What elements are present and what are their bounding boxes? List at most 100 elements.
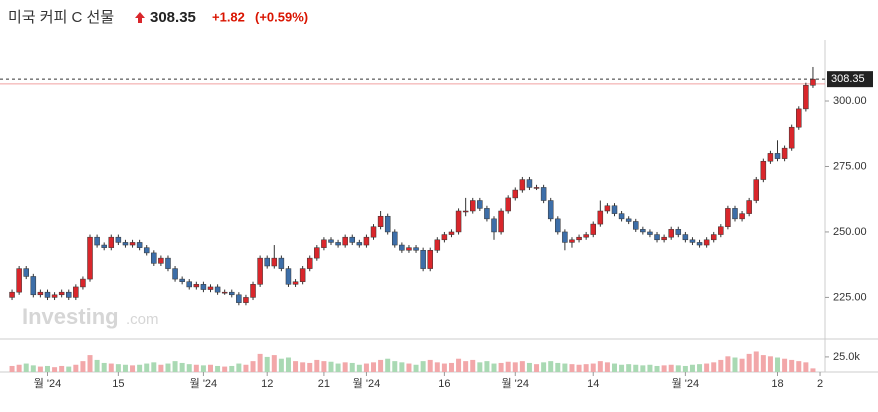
volume-bar [186,364,192,372]
volume-bar [200,365,206,372]
candle-body [66,291,72,298]
candle-body [172,268,178,280]
candle-body [221,291,228,294]
volume-bar [158,364,164,372]
volume-bar [470,359,476,372]
candle-body [597,210,604,225]
candle-body [129,242,136,246]
candle-body [696,242,703,246]
candle-body [51,294,58,298]
candle-body [399,244,405,251]
volume-bar [300,362,306,372]
candle-body [16,268,22,293]
candle-body [668,229,674,238]
volume-bar [293,361,299,372]
volume-bar [413,364,419,372]
volume-bar [534,364,540,372]
candle-body [661,236,667,241]
volume-bar [172,361,178,372]
volume-bar [179,362,185,372]
volume-bar [349,362,355,372]
volume-bar [30,365,36,372]
volume-bar [243,364,249,372]
candle-body [448,231,455,235]
volume-bar [767,356,773,372]
candle-body [725,208,731,227]
candle-body [151,252,157,264]
volume-bar [278,358,284,372]
up-arrow [135,12,145,23]
candle-body [569,239,575,243]
volume-bar [675,365,681,372]
volume-bar [420,361,426,372]
candle-body [363,236,370,246]
change-percent: (+0.59%) [255,9,308,24]
candle-body [519,179,526,191]
volume-bar [307,362,313,372]
volume-bar [718,359,724,372]
candle-body [576,236,582,241]
candle-body [491,218,497,233]
volume-bar [23,363,29,372]
volume-bar [711,362,717,372]
volume-bar [229,365,235,372]
x-tick-label: 18 [771,378,783,390]
candle-body [753,179,759,201]
candle-body [675,229,682,235]
candle-body [583,234,589,238]
candle-body [689,239,696,243]
candle-body [58,291,65,296]
candle-body [328,239,334,243]
candle-body [420,250,426,269]
volume-bar [597,361,603,372]
y-tick-label: 250.00 [833,226,867,238]
candle-body [484,208,490,220]
last-price-badge [827,71,873,88]
candle-body [384,215,391,233]
candle-body [122,242,129,246]
volume-bar [115,364,121,372]
volume-bar [725,356,731,372]
candle-body [321,239,327,248]
x-tick-label: 월 '24 [672,377,700,390]
volume-bar [101,362,107,372]
volume-bar [37,366,43,372]
volume-bar [541,362,547,372]
candle-body [611,205,618,214]
volume-bar [165,363,171,372]
candle-body [788,126,795,149]
volume-bar [52,367,58,372]
volume-bar [604,362,610,372]
price: 308.35 [150,9,196,26]
volume-bar [434,362,440,372]
volume-bar [9,365,15,372]
volume-bar [739,358,745,372]
volume-bar [66,366,72,372]
volume-bar [583,364,589,372]
candle-body [207,286,214,290]
volume-bar [151,362,157,372]
candle-body [257,257,263,285]
candle-body [590,223,596,235]
candle-body [214,286,221,293]
volume-bar [810,368,816,372]
watermark-suffix: .com [126,311,159,328]
volume-bar [775,357,781,372]
volume-bar [392,361,398,372]
x-tick-label: 15 [112,378,124,390]
volume-bar [441,363,447,372]
volume-bar [491,363,497,372]
volume-bar [626,364,632,372]
candle-body [314,247,320,259]
candle-body [427,250,433,269]
x-tick-label: 21 [318,378,330,390]
candle-body [349,236,356,243]
volume-bar [519,361,525,372]
candle-body [767,153,774,162]
candle-body [335,242,341,246]
volume-bar [640,365,646,372]
volume-bar [689,364,695,372]
volume-bar [222,366,228,372]
volume-bar [448,362,454,372]
candle-body [547,200,554,220]
